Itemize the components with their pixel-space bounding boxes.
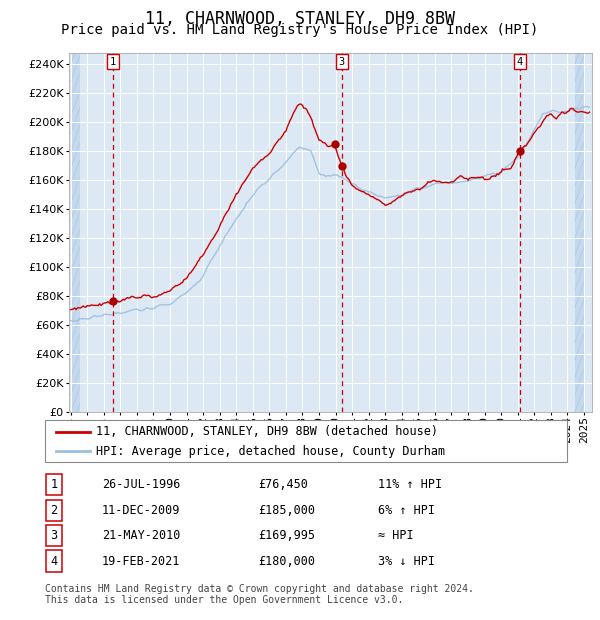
Text: £180,000: £180,000 [258,555,315,567]
Text: 4: 4 [517,56,523,67]
Text: 3% ↓ HPI: 3% ↓ HPI [378,555,435,567]
Text: £185,000: £185,000 [258,504,315,516]
Text: Price paid vs. HM Land Registry's House Price Index (HPI): Price paid vs. HM Land Registry's House … [61,23,539,37]
Text: 11, CHARNWOOD, STANLEY, DH9 8BW: 11, CHARNWOOD, STANLEY, DH9 8BW [145,10,455,28]
Text: 21-MAY-2010: 21-MAY-2010 [102,529,181,542]
Text: 3: 3 [50,529,58,542]
Text: ≈ HPI: ≈ HPI [378,529,413,542]
Text: 1: 1 [110,56,116,67]
Text: 6% ↑ HPI: 6% ↑ HPI [378,504,435,516]
Text: Contains HM Land Registry data © Crown copyright and database right 2024.: Contains HM Land Registry data © Crown c… [45,584,474,594]
Text: 11% ↑ HPI: 11% ↑ HPI [378,479,442,491]
Text: 19-FEB-2021: 19-FEB-2021 [102,555,181,567]
Text: 11-DEC-2009: 11-DEC-2009 [102,504,181,516]
Text: 4: 4 [50,555,58,567]
Text: 2: 2 [50,504,58,516]
Text: 26-JUL-1996: 26-JUL-1996 [102,479,181,491]
Text: 11, CHARNWOOD, STANLEY, DH9 8BW (detached house): 11, CHARNWOOD, STANLEY, DH9 8BW (detache… [96,425,438,438]
Text: 3: 3 [339,56,345,67]
Text: £169,995: £169,995 [258,529,315,542]
Text: £76,450: £76,450 [258,479,308,491]
Text: 1: 1 [50,479,58,491]
Text: HPI: Average price, detached house, County Durham: HPI: Average price, detached house, Coun… [96,445,445,458]
Text: This data is licensed under the Open Government Licence v3.0.: This data is licensed under the Open Gov… [45,595,403,605]
